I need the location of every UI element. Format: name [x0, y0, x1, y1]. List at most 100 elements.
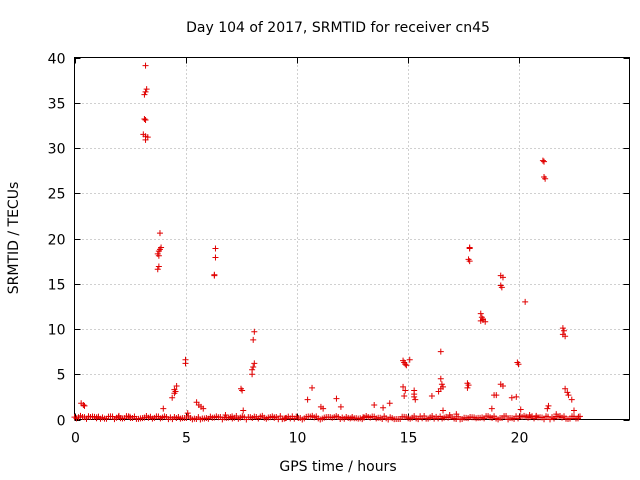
data-point	[184, 410, 191, 417]
tick-layer: 0 5 10 15 20 25 30 35 40 0 5 10 15 20	[48, 52, 630, 447]
data-point	[437, 348, 444, 355]
data-point	[437, 375, 444, 382]
data-point	[80, 402, 87, 409]
data-point	[545, 402, 552, 409]
data-point	[576, 413, 583, 420]
data-point	[539, 157, 546, 164]
grid-layer	[74, 57, 630, 420]
y-tick-label: 40	[48, 52, 66, 68]
data-point	[562, 333, 569, 340]
data-point	[440, 407, 447, 414]
data-point	[465, 382, 472, 389]
data-point	[411, 393, 418, 400]
data-point	[386, 400, 393, 407]
data-point	[320, 405, 327, 412]
data-point	[402, 387, 409, 394]
data-point	[402, 361, 409, 368]
data-points	[71, 62, 583, 423]
data-point	[371, 402, 378, 409]
data-point	[438, 381, 445, 388]
data-point	[508, 394, 515, 401]
data-point	[406, 356, 413, 363]
data-point	[503, 412, 510, 419]
plot-frame	[74, 57, 630, 420]
data-point	[522, 298, 529, 305]
y-tick-label: 5	[57, 368, 66, 384]
data-point	[477, 310, 484, 317]
data-point	[435, 388, 442, 395]
data-point	[562, 385, 569, 392]
data-point	[251, 328, 258, 335]
data-point	[240, 407, 247, 414]
data-point	[169, 394, 176, 401]
data-point	[141, 91, 148, 98]
data-point	[561, 327, 568, 334]
data-point	[488, 405, 495, 412]
data-point	[499, 274, 506, 281]
data-point	[559, 325, 566, 332]
data-point	[142, 116, 149, 123]
data-point	[544, 405, 551, 412]
data-point	[380, 404, 387, 411]
data-point	[517, 406, 524, 413]
data-point	[565, 392, 572, 399]
data-point	[493, 392, 500, 399]
data-point	[250, 336, 257, 343]
data-point	[400, 383, 407, 390]
x-tick-label: 0	[71, 431, 80, 447]
data-point	[142, 62, 149, 69]
data-point	[211, 272, 218, 279]
data-point	[515, 361, 522, 368]
y-tick-label: 0	[57, 414, 66, 430]
data-point	[277, 413, 284, 420]
data-point	[466, 258, 473, 265]
data-point	[239, 387, 246, 394]
chart-title: Day 104 of 2017, SRMTID for receiver cn4…	[186, 20, 490, 36]
data-point	[173, 383, 180, 390]
data-point	[250, 364, 257, 371]
data-point	[571, 407, 577, 414]
data-point	[428, 392, 435, 399]
data-point	[412, 396, 419, 403]
data-point	[156, 230, 163, 237]
data-point	[541, 158, 548, 165]
data-point	[142, 136, 149, 143]
data-point	[466, 245, 473, 252]
data-point	[171, 390, 178, 397]
data-point	[564, 389, 571, 396]
data-point	[403, 362, 410, 369]
data-point	[182, 360, 189, 367]
data-point	[154, 266, 161, 273]
data-point	[142, 88, 149, 95]
data-point	[499, 383, 506, 390]
data-point	[155, 263, 162, 270]
data-point	[333, 395, 340, 402]
x-tick-label: 10	[289, 431, 307, 447]
y-tick-label: 10	[48, 323, 66, 339]
x-tick-label: 20	[511, 431, 529, 447]
data-point	[212, 254, 219, 261]
y-axis-label: SRMTID / TECUs	[6, 182, 22, 295]
y-tick-label: 30	[48, 142, 66, 158]
data-point	[81, 402, 88, 409]
data-point	[513, 393, 520, 400]
y-tick-label: 15	[48, 278, 66, 294]
data-point	[498, 284, 505, 291]
x-tick-label: 5	[182, 431, 191, 447]
y-tick-label: 25	[48, 187, 66, 203]
data-point	[200, 405, 207, 412]
data-point	[542, 175, 549, 182]
data-point	[155, 252, 162, 259]
data-point	[464, 384, 471, 391]
x-axis-label: GPS time / hours	[279, 459, 396, 475]
x-tick-label: 15	[400, 431, 418, 447]
y-tick-label: 20	[48, 233, 66, 249]
data-point	[401, 392, 408, 399]
data-point	[143, 86, 150, 93]
data-point	[309, 384, 316, 391]
data-point	[222, 411, 229, 418]
data-point	[479, 316, 486, 323]
data-point	[249, 371, 256, 378]
data-point	[304, 396, 311, 403]
